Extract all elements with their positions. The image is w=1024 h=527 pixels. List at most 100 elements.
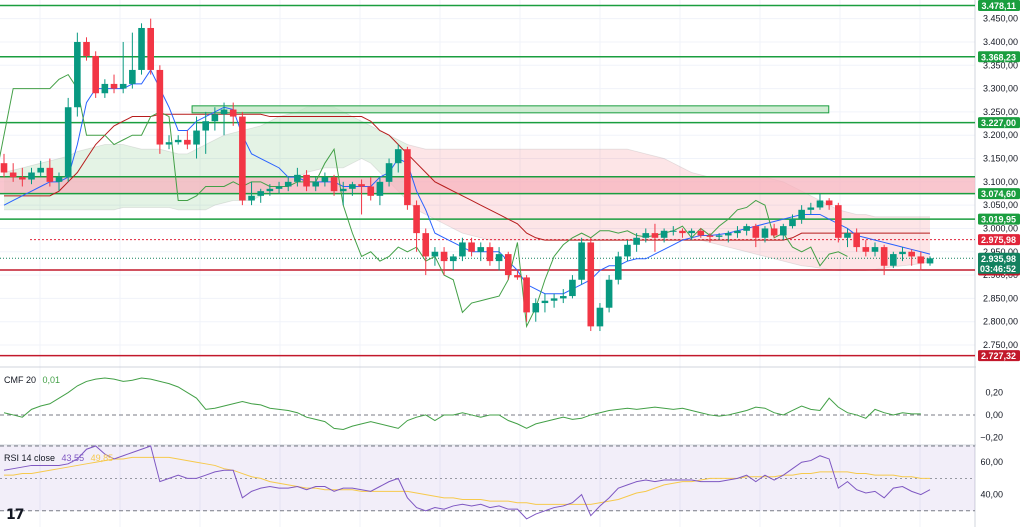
price-tick-label: 3.000,00 [983, 223, 1018, 233]
candle-body [825, 200, 833, 206]
candle-body [862, 247, 870, 252]
cloud-edge [4, 158, 931, 271]
price-tick-label: 3.350,00 [983, 60, 1018, 70]
price-zone [191, 105, 830, 114]
rsi-legend[interactable]: RSI 14 close 43,55 49,85 [4, 453, 113, 463]
candle-body [284, 181, 292, 187]
candle-body [633, 237, 640, 245]
dotted-level-tag-text: 2.975,98 [981, 235, 1016, 245]
candle-body [394, 149, 402, 164]
candle-body [92, 55, 99, 94]
rsi-value: 43,55 [62, 453, 85, 463]
candle-body [660, 230, 668, 238]
candle-body [780, 226, 787, 236]
candle-body [19, 177, 26, 180]
candle-body [138, 27, 145, 70]
price-tick-label: 2.950,00 [983, 247, 1018, 257]
candle-body [110, 83, 118, 89]
cmf-tick-label: −0,20 [980, 432, 1003, 442]
candle-body [339, 188, 347, 192]
candle-body [193, 130, 200, 145]
level-price-tag [978, 117, 1020, 129]
candle-body [385, 163, 393, 182]
candle-body [743, 226, 750, 231]
candle-body [55, 177, 63, 182]
candle-body [129, 69, 136, 84]
candle-body [605, 279, 613, 308]
candle-body [449, 256, 457, 262]
candle-body [688, 230, 695, 234]
level-price-tag [978, 350, 1020, 362]
candle-body [229, 109, 237, 117]
candle-body [559, 296, 567, 299]
rsi-label: RSI 14 close [4, 453, 55, 463]
candle-body [28, 172, 35, 180]
candle-body [184, 139, 191, 145]
level-price-tag-text: 3.227,00 [981, 118, 1016, 128]
level-price-tag-text: 3.478,11 [981, 1, 1016, 11]
current-price-tag [978, 252, 1020, 274]
level-price-tag-text: 3.019,95 [981, 215, 1016, 225]
candle-body [37, 167, 44, 173]
cmf-panel [0, 377, 975, 430]
candle-body [239, 116, 246, 201]
price-tick-label: 3.400,00 [983, 37, 1018, 47]
levels [0, 4, 975, 357]
candle-body [101, 83, 109, 94]
candle-body [257, 191, 265, 196]
rsi-tick-label: 40,00 [980, 490, 1003, 500]
tradingview-logo[interactable]: 17 [6, 507, 25, 523]
candle-body [541, 300, 549, 304]
price-tick-label: 3.150,00 [983, 154, 1018, 164]
rsi-ma-value: 49,85 [91, 453, 114, 463]
candle-body [761, 228, 769, 238]
candle-body [156, 69, 164, 145]
level-price-tag-text: 3.074,60 [981, 189, 1016, 199]
price-tick-label: 3.200,00 [983, 130, 1018, 140]
candle-body [312, 181, 320, 187]
candle-body [165, 142, 173, 145]
rsi-panel [0, 445, 975, 520]
cmf-label: CMF 20 [4, 375, 36, 385]
rsi-ma-line [4, 456, 930, 505]
candle-body [798, 209, 805, 220]
candle-body [220, 109, 228, 115]
candle-body [266, 188, 274, 192]
candle-body [376, 181, 384, 196]
price-tick-label: 2.850,00 [983, 293, 1018, 303]
price-tags: 3.478,11 3.368,23 3.227,00 3.074,60 3.019,95… [978, 0, 1020, 362]
cmf-legend[interactable]: CMF 20 0,01 [4, 375, 60, 385]
price-tick-label: 2.800,00 [983, 317, 1018, 327]
rsi-tick-label: 60,00 [980, 457, 1003, 467]
candle-body [926, 258, 934, 264]
candle-body [908, 251, 915, 257]
candle-body [422, 233, 430, 257]
candle-body [294, 174, 301, 182]
candle-body [844, 233, 851, 238]
candle-body [871, 247, 879, 252]
candle-body [486, 247, 494, 262]
candle-body [46, 167, 54, 182]
cmf-line [3, 377, 921, 430]
level-price-tag [978, 213, 1020, 225]
candle-body [706, 235, 714, 237]
candle-body [578, 242, 585, 280]
candle-body [431, 251, 439, 257]
candle-body [679, 230, 686, 234]
candle-body [440, 251, 448, 262]
candle-body [899, 251, 906, 255]
candle-body [624, 244, 631, 257]
candle-body [642, 233, 650, 238]
candle-body [495, 254, 503, 262]
candle-body [724, 233, 732, 236]
price-tick-label: 3.300,00 [983, 84, 1018, 94]
candle-body [330, 177, 338, 192]
candle-body [9, 172, 17, 178]
cmf-tick-label: 0,20 [985, 388, 1003, 398]
dotted-level-tag [978, 234, 1020, 246]
candle-body [83, 41, 90, 56]
candle-body [275, 186, 283, 189]
candle-body [770, 228, 778, 236]
